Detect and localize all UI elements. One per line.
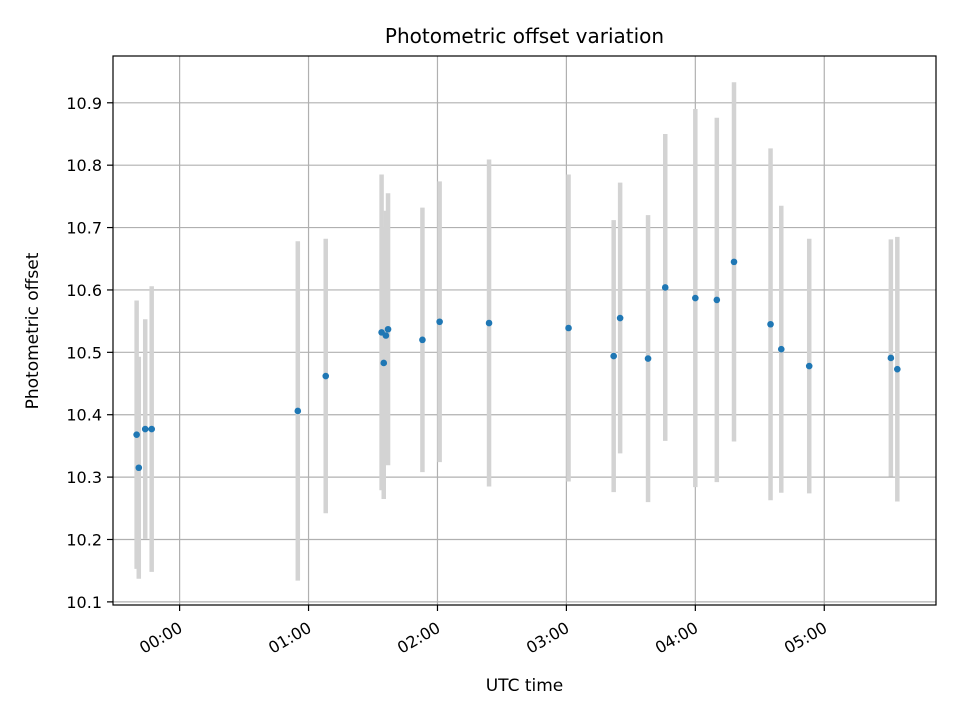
data-point	[419, 336, 426, 344]
data-point	[661, 284, 669, 291]
data-point	[382, 332, 390, 339]
data-point	[644, 355, 652, 362]
data-point	[887, 354, 895, 362]
data-point	[135, 464, 143, 472]
x-axis-title: UTC time	[486, 676, 564, 696]
data-point	[767, 320, 774, 328]
data-point	[777, 345, 785, 353]
data-point	[436, 318, 443, 326]
plot-area-frame	[112, 55, 937, 606]
data-point	[322, 372, 330, 380]
data-point	[380, 359, 388, 367]
data-point	[485, 319, 493, 327]
data-point	[133, 431, 140, 438]
data-point	[610, 352, 617, 360]
y-tick-label: 10.1	[66, 593, 102, 612]
y-tick-label: 10.4	[66, 406, 102, 425]
y-tick-label: 10.3	[66, 468, 102, 487]
data-point	[294, 407, 302, 415]
data-point	[565, 324, 572, 332]
y-tick-label: 10.8	[66, 156, 102, 175]
y-tick-label: 10.6	[66, 281, 102, 300]
data-point	[894, 365, 901, 373]
grid-lines	[113, 56, 936, 605]
y-tick-label: 10.5	[66, 343, 102, 362]
y-tick-label: 10.7	[66, 219, 102, 238]
data-point	[730, 258, 738, 266]
data-point	[141, 425, 149, 433]
data-point	[692, 294, 699, 302]
data-points	[133, 258, 901, 472]
data-point	[148, 425, 155, 433]
data-point	[616, 314, 624, 322]
y-tick-label: 10.2	[66, 530, 102, 549]
data-point	[713, 296, 721, 304]
y-tick-label: 10.9	[66, 94, 102, 113]
data-point	[805, 362, 813, 370]
data-point	[384, 325, 392, 333]
chart-title: Photometric offset variation	[385, 24, 664, 48]
y-axis-title: Photometric offset	[23, 252, 43, 409]
